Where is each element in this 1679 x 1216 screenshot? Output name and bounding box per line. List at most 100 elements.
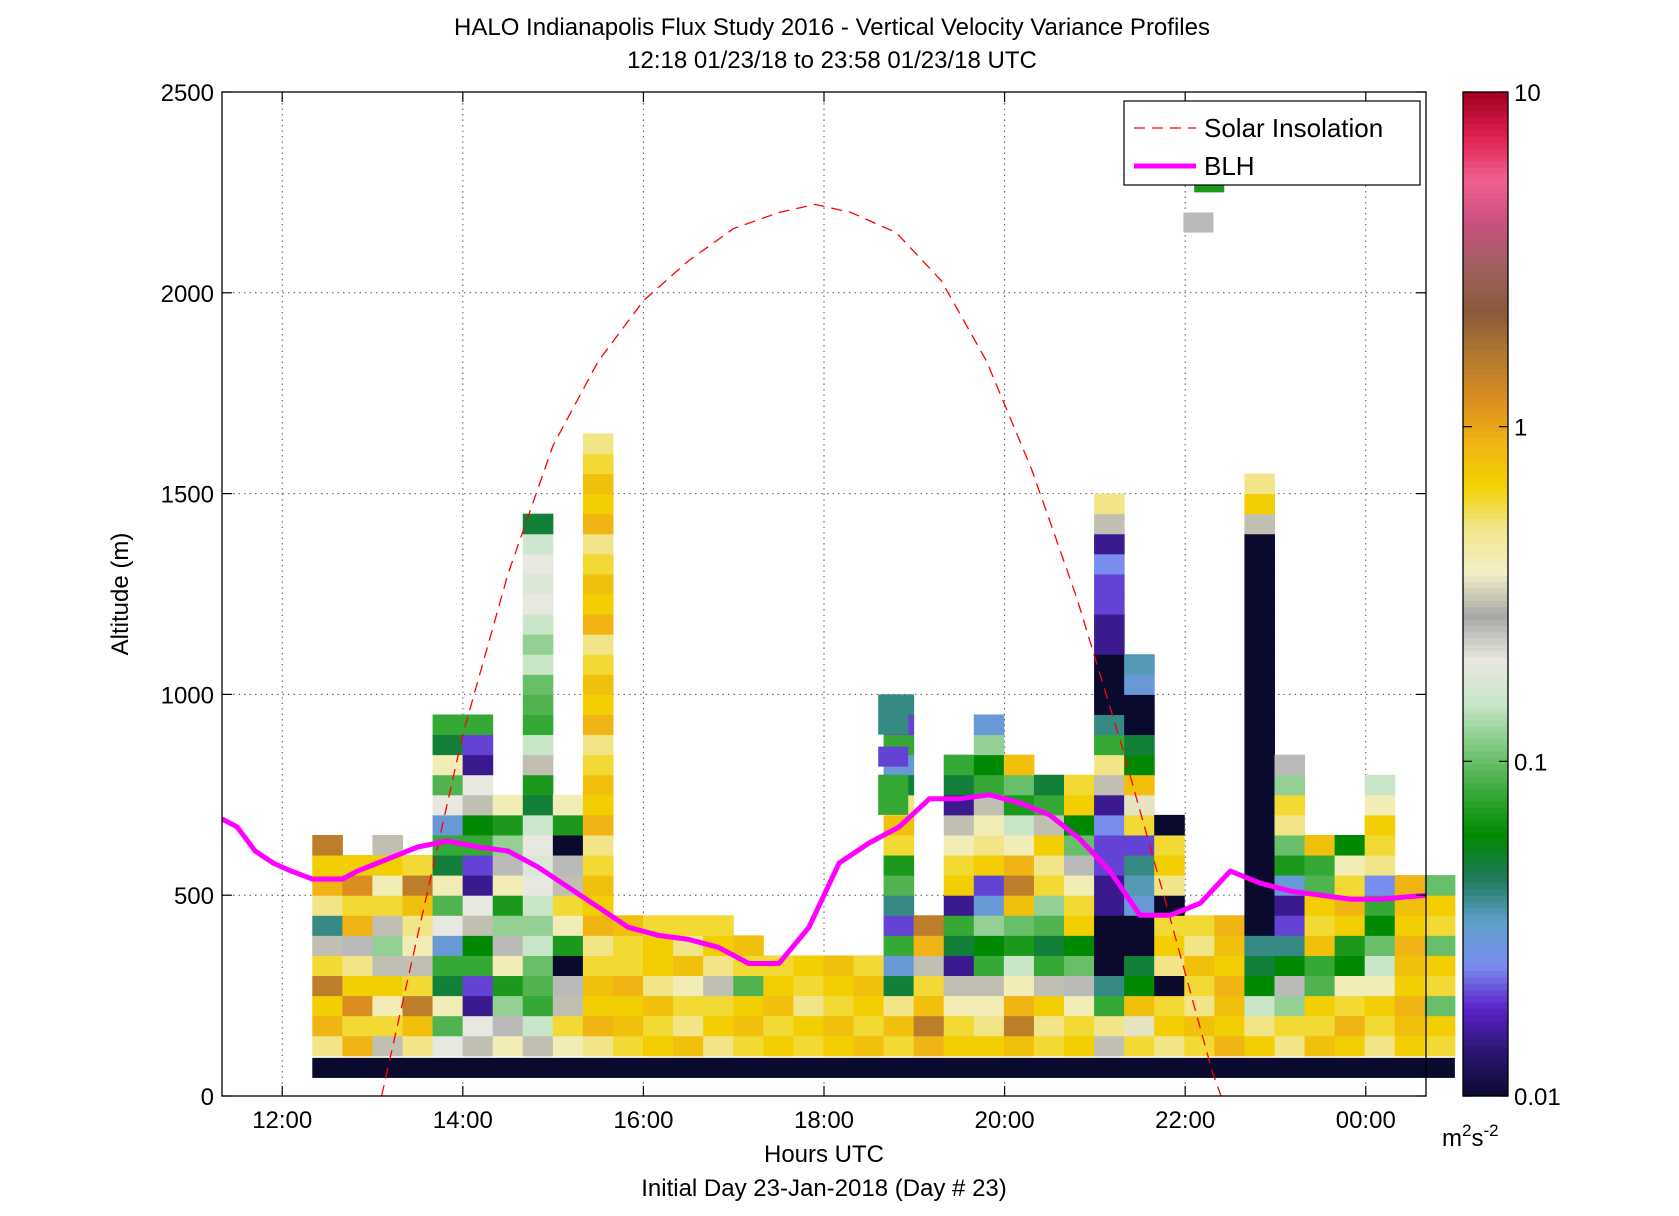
heatmap-cell [1003, 834, 1035, 856]
heatmap-cell [342, 895, 373, 916]
heatmap-cell [432, 1015, 464, 1037]
heatmap-cell [1244, 473, 1275, 495]
colorbar-step [1463, 788, 1508, 796]
heatmap-cell [1064, 995, 1095, 1017]
heatmap-cell [1184, 955, 1215, 977]
heatmap-cell [643, 995, 674, 1017]
heatmap-cell [973, 774, 1005, 796]
legend: Solar Insolation BLH [1123, 100, 1421, 186]
heatmap-cell [673, 975, 704, 997]
heatmap-cell [582, 875, 614, 896]
heatmap-cell [1334, 995, 1366, 1017]
heatmap-cell [522, 915, 554, 936]
heatmap-cell [1124, 995, 1155, 1017]
colorbar-step [1463, 939, 1508, 946]
colorbar-step [1463, 393, 1508, 401]
x-axis-label-2: Initial Day 23-Jan-2018 (Day # 23) [641, 1175, 1007, 1202]
heatmap-cell [1274, 834, 1306, 856]
heatmap-cell [703, 955, 734, 977]
x-tick-label: 18:00 [794, 1107, 854, 1134]
heatmap-cell [582, 975, 614, 997]
heatmap-cell [1064, 794, 1095, 816]
heatmap-cell [462, 995, 494, 1017]
heatmap-cell [432, 794, 464, 816]
heatmap-cell [312, 975, 343, 997]
colorbar-step [1463, 681, 1508, 689]
colorbar-step [1463, 462, 1508, 470]
heatmap-cell [1124, 855, 1155, 876]
heatmap-cell [1424, 935, 1456, 956]
colorbar-step [1463, 995, 1508, 1003]
heatmap-cell [733, 1015, 764, 1037]
colorbar-step [1463, 368, 1508, 375]
heatmap-cell [1334, 1015, 1366, 1037]
colorbar-step [1463, 587, 1508, 595]
heatmap-cell [372, 834, 404, 856]
heatmap-cell [1304, 915, 1336, 936]
colorbar-step [1463, 775, 1508, 783]
heatmap-cell [1094, 654, 1125, 675]
heatmap-cell [612, 955, 644, 977]
heatmap-cell [1094, 794, 1125, 816]
colorbar-unit: m2s-2 [1442, 1121, 1499, 1152]
heatmap-cell [1364, 915, 1396, 936]
heatmap-cell [1033, 855, 1065, 876]
heatmap-cell [522, 594, 554, 615]
colorbar-step [1463, 1052, 1508, 1059]
heatmap-cell [1394, 1015, 1426, 1037]
heatmap-cell [372, 995, 404, 1017]
heatmap-cell [432, 855, 464, 876]
heatmap-cell [1244, 654, 1275, 675]
colorbar-step [1463, 907, 1508, 915]
heatmap-cell [1304, 1015, 1336, 1037]
heatmap-cell [1003, 855, 1035, 876]
heatmap-cell [1033, 895, 1065, 916]
heatmap-cell [1094, 754, 1125, 776]
colorbar-step [1463, 870, 1508, 877]
colorbar-step [1463, 531, 1508, 539]
heatmap-cell [1244, 714, 1275, 736]
heatmap-cell [432, 955, 464, 977]
heatmap-cell [522, 875, 554, 896]
heatmap-cell [1094, 533, 1125, 555]
heatmap-cell [582, 935, 614, 956]
colorbar-step [1463, 914, 1508, 921]
heatmap-cell [492, 875, 524, 896]
heatmap-cell [522, 955, 554, 977]
heatmap-cell [462, 875, 494, 896]
plot-area: 12:00 14:00 16:00 18:00 20:00 22:00 00:00 0 500 1… [161, 80, 1456, 1134]
heatmap-cell [582, 1015, 614, 1037]
heatmap-cell [1244, 674, 1275, 695]
heatmap-cell [552, 855, 584, 876]
colorbar-step [1463, 957, 1508, 965]
heatmap-cell [1304, 975, 1336, 997]
colorbar-tick-label: 0.1 [1514, 749, 1547, 776]
heatmap-cell [1394, 875, 1426, 896]
heatmap-cell [582, 453, 614, 475]
colorbar: 0.01 0.1 1 10 m2s-2 [1442, 80, 1561, 1152]
heatmap-cell [943, 895, 975, 916]
heatmap-cell [522, 895, 554, 916]
heatmap-cell [1364, 995, 1396, 1017]
colorbar-step [1463, 1077, 1508, 1085]
heatmap-cell [1094, 935, 1125, 956]
heatmap-cell [643, 1035, 674, 1057]
heatmap-cell [1124, 754, 1155, 776]
heatmap-cell [1304, 1035, 1336, 1057]
colorbar-step [1463, 1020, 1508, 1028]
heatmap-cell [1154, 814, 1185, 836]
x-tick-label: 20:00 [975, 1107, 1035, 1134]
heatmap-cell [673, 1035, 704, 1057]
heatmap-cell [462, 1035, 494, 1057]
heatmap-cell [643, 935, 674, 956]
heatmap-cell [1424, 995, 1456, 1017]
colorbar-step [1463, 110, 1508, 118]
heatmap-cell [1094, 553, 1125, 575]
heatmap-cell [1124, 1035, 1155, 1057]
heatmap-cell [1094, 1015, 1125, 1037]
heatmap-cell [823, 995, 855, 1017]
heatmap-cell [1094, 834, 1125, 856]
heatmap-cell [342, 1035, 373, 1057]
heatmap-cell [522, 1035, 554, 1057]
heatmap-cell [883, 875, 915, 896]
